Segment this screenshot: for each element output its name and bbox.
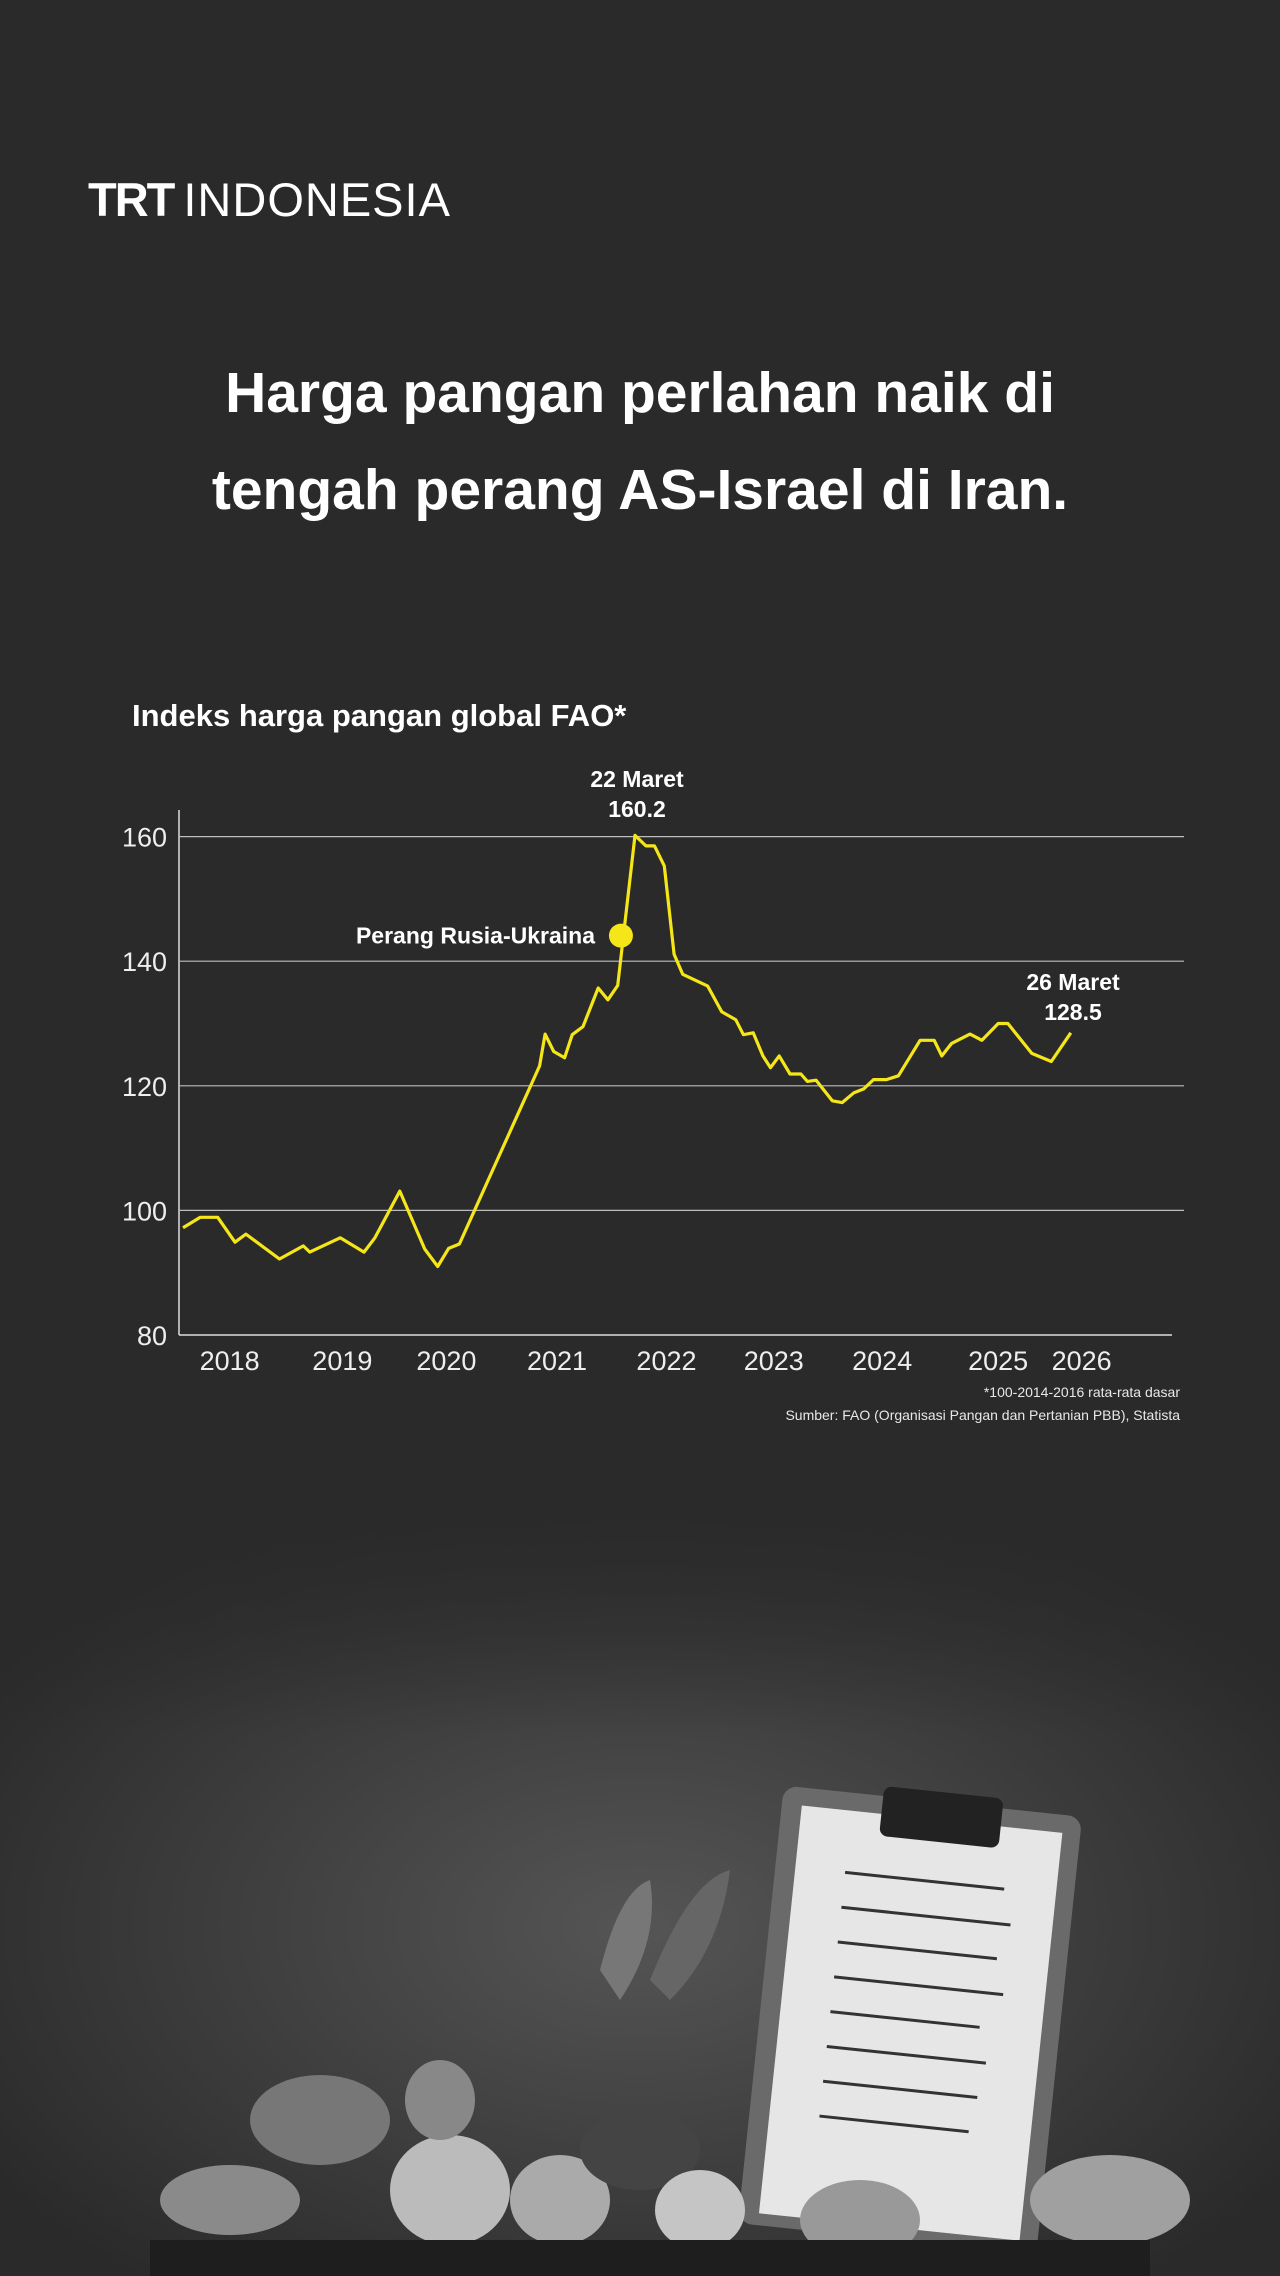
x-tick-label-2018: 2018 [200,1346,260,1376]
latest-value-label: 128.5 [1044,999,1102,1025]
y-tick-label-100: 100 [122,1196,167,1226]
x-tick-label-2024: 2024 [852,1346,912,1376]
logo-bold: TRT [88,173,175,226]
x-tick-label-2026: 2026 [1052,1346,1112,1376]
y-tick-label-120: 120 [122,1072,167,1102]
headline-line-2: tengah perang AS-Israel di Iran. [211,458,1069,522]
latest-date-label: 26 Maret [1026,969,1120,995]
event-marker-dot [608,923,633,948]
x-tick-label-2022: 2022 [636,1346,696,1376]
source-note: Sumber: FAO (Organisasi Pangan dan Perta… [785,1407,1180,1423]
series-line-0 [182,833,1073,1269]
clipboard-icon [739,1786,1081,2254]
y-tick-label-140: 140 [122,947,167,977]
x-tick-label-2023: 2023 [744,1346,804,1376]
x-tick-label-2020: 2020 [416,1346,476,1376]
y-tick-label-160: 160 [122,823,167,853]
food-groceries-illustration [0,1500,1280,2276]
y-tick-label-80: 80 [137,1321,167,1351]
headline-line-1: Harga pangan perlahan naik di [225,361,1055,425]
x-tick-label-2025: 2025 [968,1346,1028,1376]
footnote: *100-2014-2016 rata-rata dasar [983,1384,1180,1400]
vegetables-and-fruits [150,1870,1190,2276]
x-tick-label-2019: 2019 [312,1346,372,1376]
chart-title: Indeks harga pangan global FAO* [132,698,627,733]
trt-indonesia-logo: TRT INDONESIA [88,172,451,227]
event-label-russia-ukraine: Perang Rusia-Ukraina [356,923,595,949]
logo-light: INDONESIA [183,173,451,226]
line-chart: 80 100 120 140 160 2018 2019 2020 2021 2022 2023 20… [122,766,1184,1376]
headline: Harga pangan perlahan naik di tengah per… [0,345,1280,539]
x-tick-label-2021: 2021 [527,1346,587,1376]
peak-value-label: 160.2 [608,796,666,822]
peak-date-label: 22 Maret [590,766,684,792]
